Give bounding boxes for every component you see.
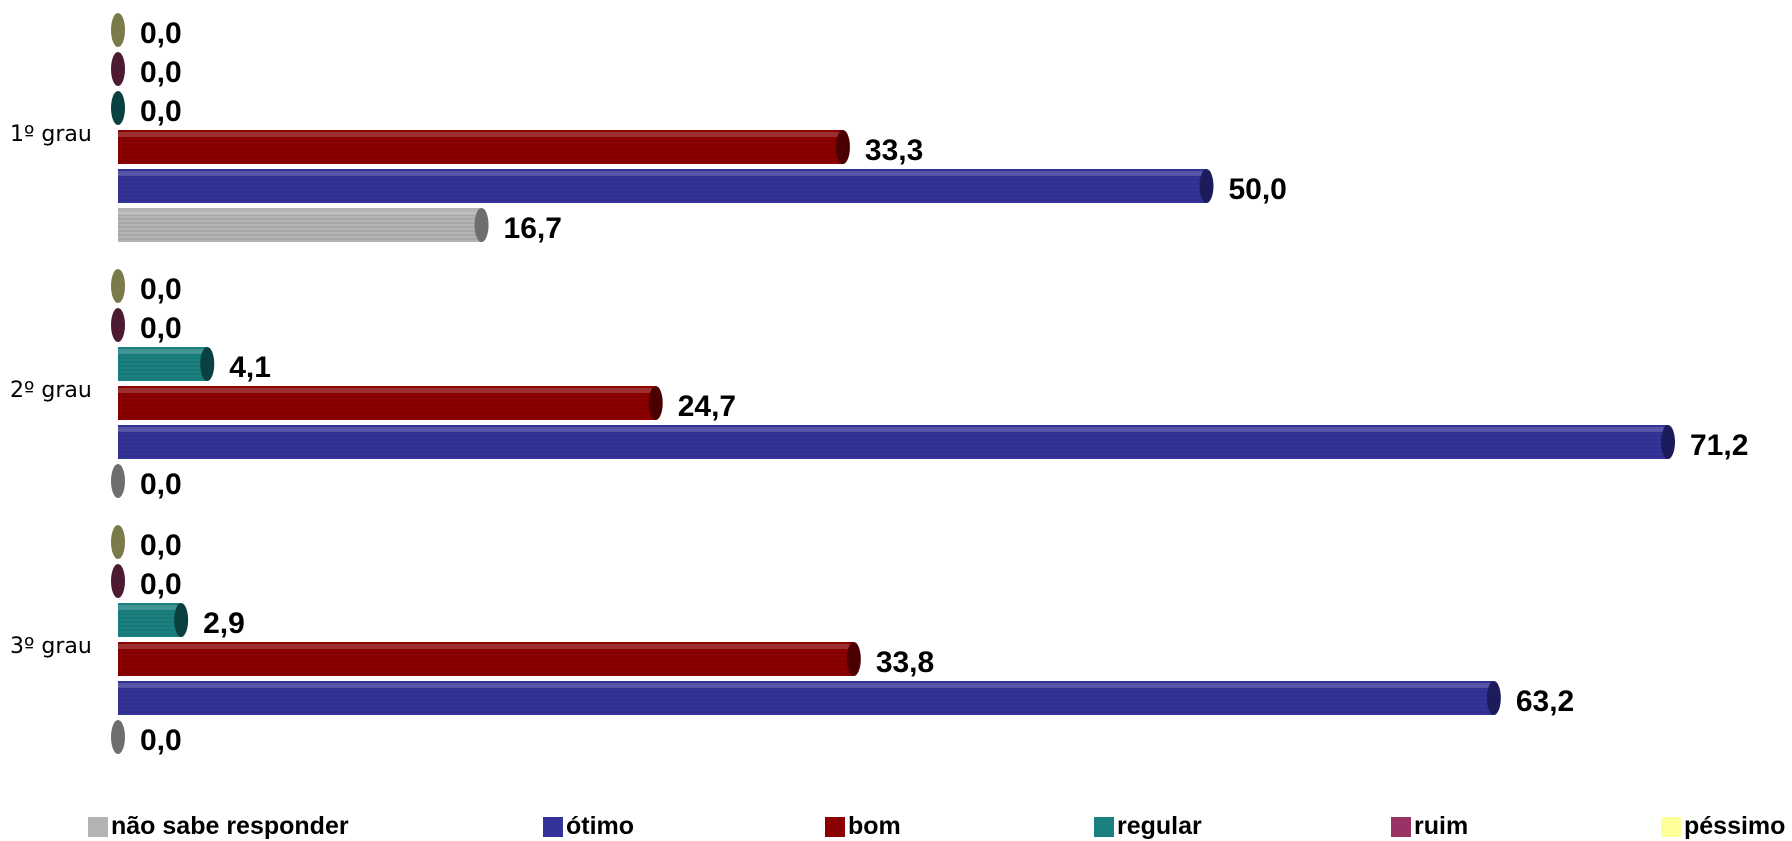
legend-swatch <box>825 816 845 837</box>
value-label: 63,2 <box>1516 685 1574 718</box>
legend-swatch <box>543 816 563 837</box>
bar <box>111 269 125 303</box>
value-label: 24,7 <box>678 390 736 423</box>
bar <box>118 208 489 242</box>
value-label: 4,1 <box>229 351 271 384</box>
value-label: 0,0 <box>140 529 182 562</box>
bar <box>111 720 125 754</box>
legend-label: não sabe responder <box>111 812 349 840</box>
value-label: 0,0 <box>140 568 182 601</box>
legend-item: péssimo <box>1661 812 1785 841</box>
bar <box>118 130 850 164</box>
legend-label: ótimo <box>566 812 635 840</box>
value-label: 0,0 <box>140 724 182 757</box>
category-label: 1º grau <box>10 122 92 147</box>
bar <box>118 681 1501 715</box>
bar-chart: 1º grau 0,0 0,0 0,0 33,3 50,0 16,7 2º grau 0,0 0,… <box>10 13 1748 757</box>
value-label: 0,0 <box>140 468 182 501</box>
bar <box>111 52 125 86</box>
bar <box>111 91 125 125</box>
value-label: 0,0 <box>140 273 182 306</box>
bar <box>118 603 189 637</box>
legend: não sabe responder ótimo bom regular ruim pés… <box>0 808 1792 840</box>
value-label: 0,0 <box>140 95 182 128</box>
value-label: 0,0 <box>140 17 182 50</box>
bar <box>118 642 861 676</box>
category-label: 2º grau <box>10 378 92 403</box>
value-label: 33,8 <box>876 646 934 679</box>
bar <box>118 425 1675 459</box>
legend-item: ótimo <box>543 812 634 841</box>
legend-item: ruim <box>1391 812 1468 841</box>
value-label: 33,3 <box>865 134 923 167</box>
legend-swatch <box>1094 816 1114 837</box>
bar <box>118 347 215 381</box>
legend-label: péssimo <box>1684 812 1786 840</box>
value-label: 50,0 <box>1228 173 1286 206</box>
bar <box>111 13 125 47</box>
bar <box>118 169 1214 203</box>
legend-item: não sabe responder <box>88 812 349 841</box>
legend-label: bom <box>848 812 901 840</box>
value-label: 16,7 <box>504 212 562 245</box>
legend-item: bom <box>825 812 901 841</box>
bar <box>111 464 125 498</box>
value-label: 0,0 <box>140 312 182 345</box>
bar <box>118 386 663 420</box>
legend-item: regular <box>1094 812 1202 841</box>
legend-swatch <box>1661 816 1681 837</box>
legend-label: ruim <box>1414 812 1469 840</box>
legend-swatch <box>88 816 108 837</box>
bar <box>111 564 125 598</box>
value-label: 71,2 <box>1690 429 1748 462</box>
value-label: 0,0 <box>140 56 182 89</box>
bar <box>111 308 125 342</box>
category-label: 3º grau <box>10 634 92 659</box>
legend-label: regular <box>1117 812 1202 840</box>
legend-swatch <box>1391 816 1411 837</box>
bar <box>111 525 125 559</box>
value-label: 2,9 <box>203 607 245 640</box>
